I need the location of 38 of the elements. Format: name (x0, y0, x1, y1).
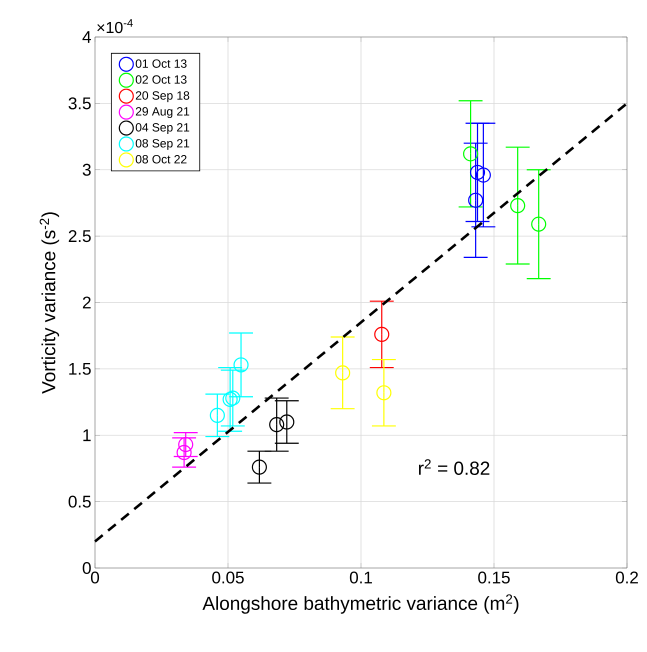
point (476, 167, 491, 183)
point (233, 357, 249, 372)
point (335, 365, 350, 380)
text: ×10$^{-4}$ (97, 19, 133, 34)
legend-label: 20 Sep 18 (136, 91, 190, 102)
y-tick-label: 1 (83, 429, 91, 442)
point (468, 192, 484, 208)
point (269, 417, 284, 432)
legend-label: 04 Sep 21 (136, 123, 190, 134)
point (531, 216, 546, 232)
point (252, 460, 267, 475)
y-axis-title: Vorticity variance (s$^{-2}$) (40, 212, 60, 394)
x-tick-label: 0.05 (212, 572, 244, 584)
legend-label: 01 Oct 13 (136, 59, 187, 68)
point (279, 414, 294, 430)
point (463, 146, 478, 162)
y-tick-label: 1.5 (69, 362, 91, 375)
legend-label: 02 Oct 13 (136, 75, 187, 84)
x-axis-title: Alongshore bathymetric variance (m$^{2}$) (202, 594, 518, 614)
y-tick-label: 3 (82, 164, 91, 176)
annotation: r$^{2}$ = 0.82 (418, 459, 490, 475)
y-tick-label: 0 (82, 562, 91, 574)
legend-label: 08 Oct 22 (136, 155, 186, 164)
x-tick-label: 0.2 (616, 572, 638, 584)
x-tick-label: 0.15 (478, 572, 510, 584)
point (210, 408, 225, 423)
y-tick-label: 2.5 (68, 230, 91, 242)
point (374, 326, 390, 342)
x-tick-label: 0.1 (350, 572, 372, 584)
y-tick-label: 4 (82, 31, 91, 43)
legend-label: 29 Aug 21 (136, 107, 190, 118)
point (510, 198, 526, 214)
legend-label: 08 Sep 21 (136, 139, 190, 150)
y-tick-label: 2 (82, 296, 91, 308)
y-tick-label: 3.5 (68, 97, 91, 110)
y-tick-label: 0.5 (68, 496, 91, 508)
x-tick-label: 0 (90, 572, 100, 584)
point (376, 385, 392, 400)
